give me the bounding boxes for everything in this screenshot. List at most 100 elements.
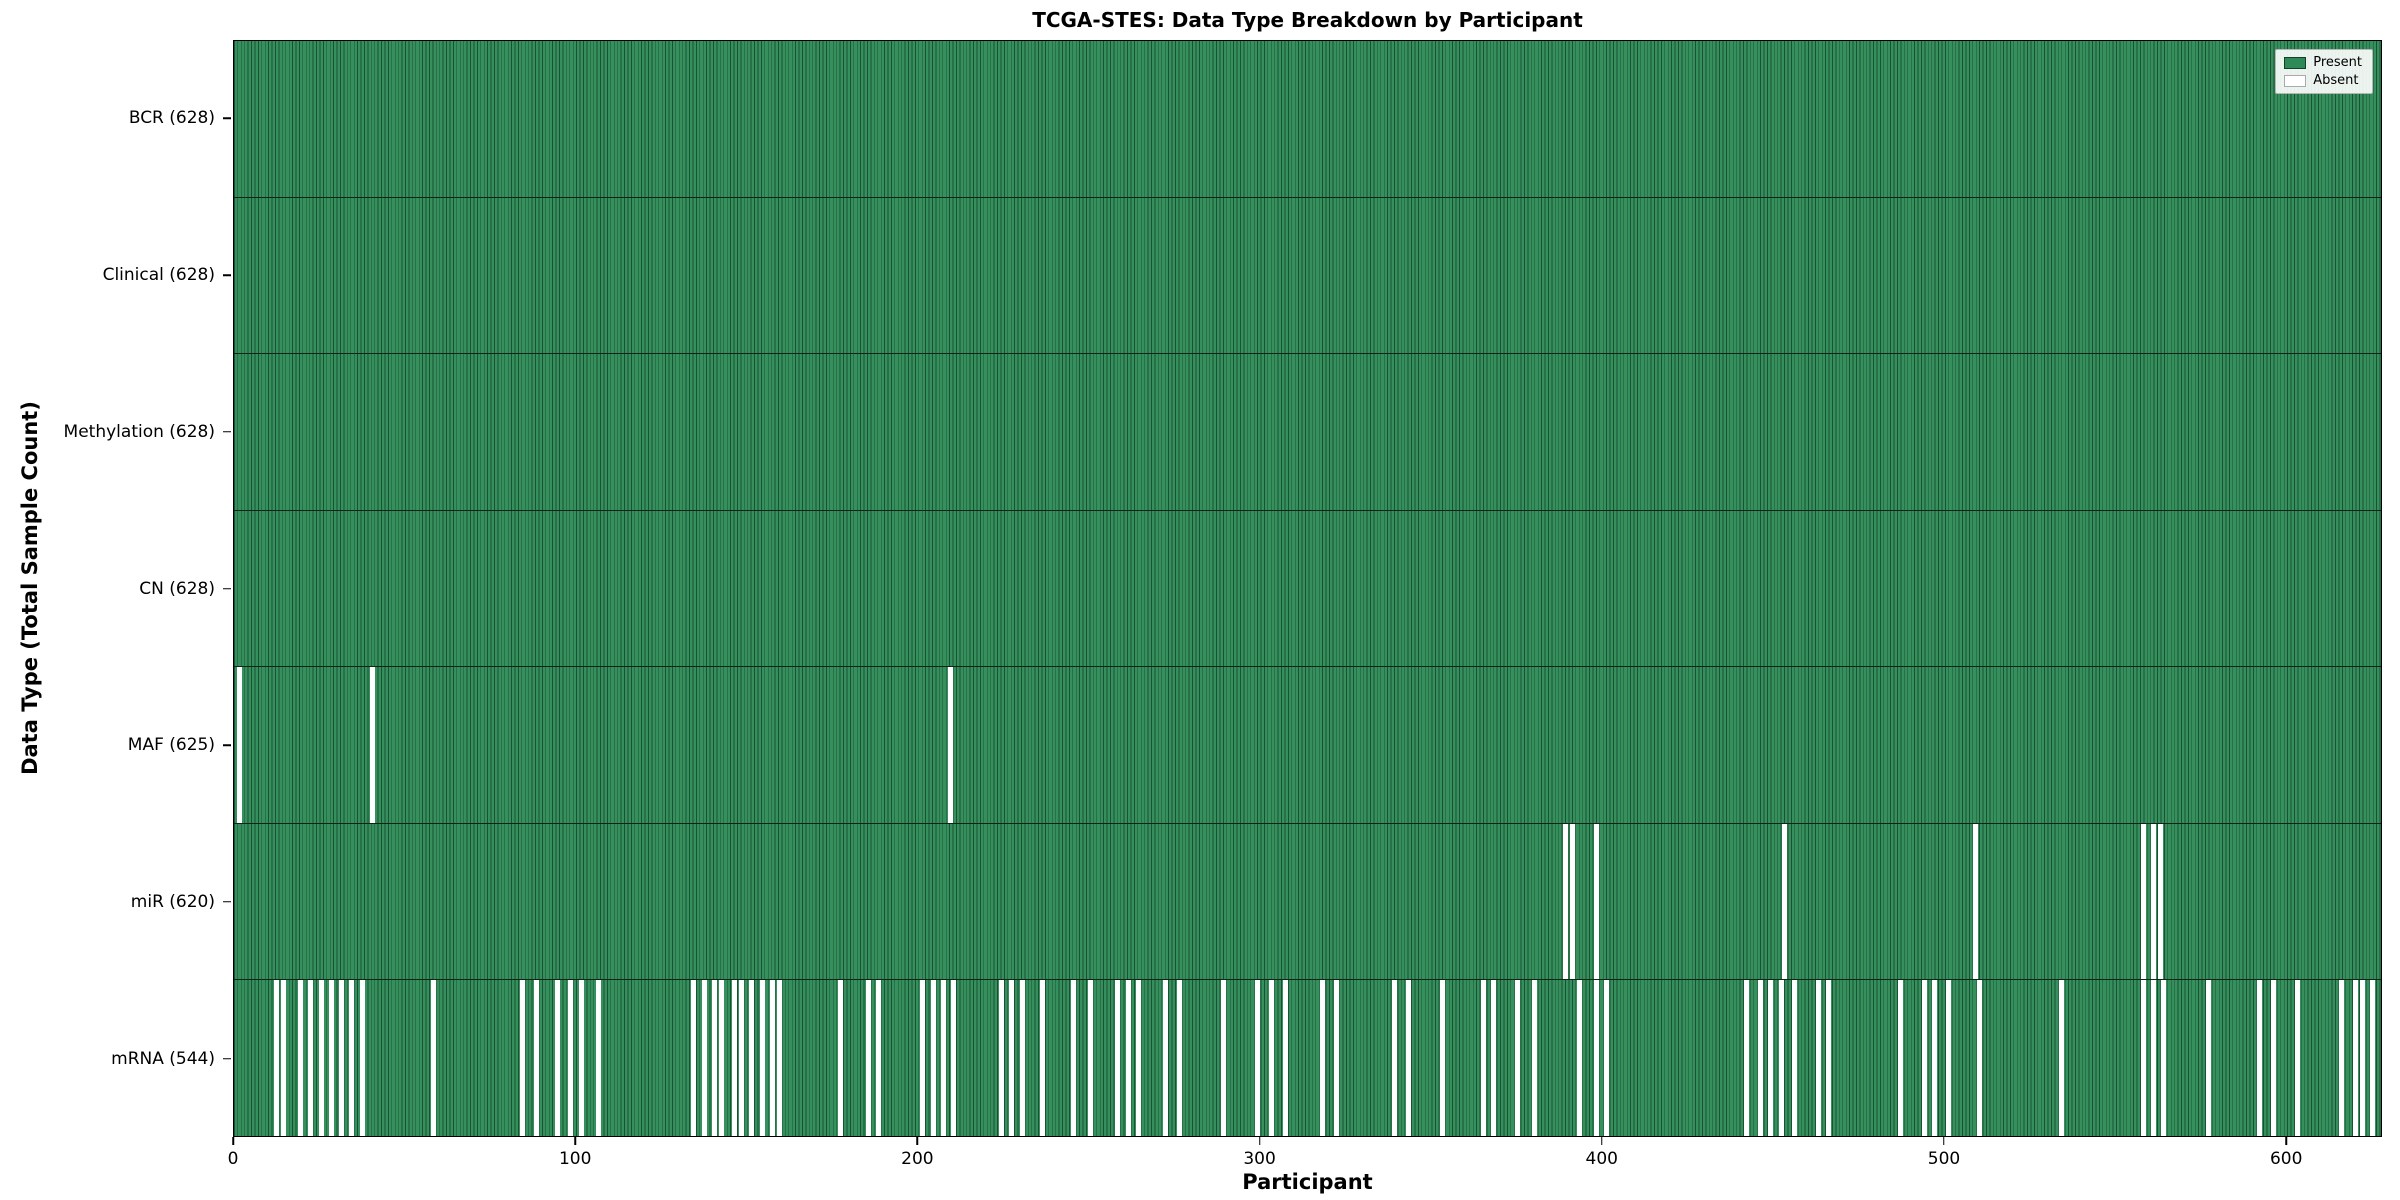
- absent-stripe: [578, 980, 584, 1137]
- absent-stripe: [1019, 980, 1025, 1137]
- absent-stripe: [711, 980, 717, 1137]
- xtick-mark: [232, 1137, 234, 1145]
- absent-stripe: [568, 980, 574, 1137]
- absent-stripe: [339, 980, 345, 1137]
- absent-stripe: [865, 980, 871, 1137]
- absent-stripe: [1922, 980, 1928, 1137]
- absent-swatch-icon: [2284, 74, 2307, 87]
- xtick-mark: [574, 1137, 576, 1145]
- data-row-Methylation: [234, 354, 2381, 511]
- absent-stripe: [1392, 980, 1398, 1137]
- y-axis-tick-labels: BCR (628) Clinical (628) Methylation (628)…: [0, 40, 233, 1137]
- absent-stripe: [1176, 980, 1182, 1137]
- absent-stripe: [1515, 980, 1521, 1137]
- ytick-mark: [223, 117, 231, 120]
- absent-stripe: [739, 980, 745, 1137]
- xtick-mark: [1943, 1137, 1945, 1145]
- absent-stripe: [999, 980, 1005, 1137]
- absent-stripe: [776, 980, 782, 1137]
- absent-stripe: [718, 980, 724, 1137]
- absent-stripe: [1269, 980, 1275, 1137]
- chart-title: TCGA-STES: Data Type Breakdown by Partic…: [1032, 8, 1583, 32]
- absent-stripe: [1604, 980, 1610, 1137]
- x-axis-label: Participant: [1242, 1170, 1373, 1194]
- xtick-label-300: 300: [1243, 1149, 1276, 1169]
- ytick-label-MAF: MAF (625): [127, 735, 215, 756]
- xtick-mark: [916, 1137, 919, 1145]
- absent-stripe: [1744, 980, 1750, 1137]
- absent-stripe: [1932, 980, 1938, 1137]
- absent-stripe: [1976, 980, 1982, 1137]
- absent-stripe: [2058, 980, 2064, 1137]
- absent-stripe: [2257, 980, 2263, 1137]
- ytick-label-mRNA: mRNA (544): [111, 1048, 215, 1069]
- absent-stripe: [930, 980, 936, 1137]
- absent-stripe: [281, 980, 287, 1137]
- absent-stripe: [951, 980, 957, 1137]
- absent-stripe: [2352, 980, 2358, 1137]
- absent-stripe: [947, 667, 953, 823]
- ytick-mark: [223, 1057, 231, 1060]
- data-row-mRNA: [234, 980, 2381, 1137]
- absent-stripe: [1334, 980, 1340, 1137]
- xtick-label-0: 0: [227, 1149, 239, 1169]
- absent-stripe: [236, 667, 242, 823]
- absent-stripe: [1792, 980, 1798, 1137]
- absent-stripe: [1563, 823, 1569, 980]
- absent-stripe: [1816, 980, 1822, 1137]
- absent-stripe: [1221, 980, 1227, 1137]
- absent-stripe: [1576, 980, 1582, 1137]
- absent-stripe: [2140, 980, 2146, 1137]
- xtick-label-600: 600: [2269, 1149, 2303, 1169]
- absent-stripe: [2270, 980, 2276, 1137]
- absent-stripe: [1481, 980, 1487, 1137]
- absent-stripe: [318, 980, 324, 1137]
- ytick-label-Clinical: Clinical (628): [102, 265, 215, 286]
- absent-stripe: [759, 980, 765, 1137]
- absent-stripe: [1826, 980, 1832, 1137]
- absent-stripe: [940, 980, 946, 1137]
- absent-stripe: [2294, 980, 2300, 1137]
- absent-stripe: [1757, 980, 1763, 1137]
- absent-stripe: [1163, 980, 1169, 1137]
- absent-stripe: [1009, 980, 1015, 1137]
- absent-stripe: [431, 980, 437, 1137]
- absent-stripe: [875, 980, 881, 1137]
- absent-stripe: [349, 980, 355, 1137]
- absent-stripe: [369, 667, 375, 823]
- absent-stripe: [274, 980, 280, 1137]
- absent-stripe: [534, 980, 540, 1137]
- absent-stripe: [1320, 980, 1326, 1137]
- absent-stripe: [2151, 823, 2157, 980]
- absent-stripe: [1898, 980, 1904, 1137]
- xtick-mark: [1601, 1137, 1603, 1145]
- absent-stripe: [1115, 980, 1121, 1137]
- absent-stripe: [838, 980, 844, 1137]
- absent-stripe: [1778, 980, 1784, 1137]
- plot-area: Present Absent: [233, 40, 2382, 1137]
- absent-stripe: [1946, 980, 1952, 1137]
- absent-stripe: [554, 980, 560, 1137]
- absent-stripe: [1255, 980, 1261, 1137]
- ytick-mark: [223, 901, 231, 903]
- absent-stripe: [701, 980, 707, 1137]
- absent-stripe: [1070, 980, 1076, 1137]
- absent-stripe: [308, 980, 314, 1137]
- ytick-label-CN: CN (628): [139, 578, 215, 599]
- ytick-mark: [223, 274, 231, 276]
- absent-stripe: [1781, 823, 1787, 980]
- absent-stripe: [1125, 980, 1131, 1137]
- ytick-label-Methylation: Methylation (628): [63, 421, 215, 442]
- absent-stripe: [2339, 980, 2345, 1137]
- legend-entry-absent: Absent: [2284, 74, 2362, 87]
- data-row-MAF: [234, 667, 2381, 824]
- absent-stripe: [1593, 980, 1599, 1137]
- absent-stripe: [298, 980, 304, 1137]
- absent-stripe: [520, 980, 526, 1137]
- ytick-label-miR: miR (620): [130, 891, 215, 912]
- absent-stripe: [1532, 980, 1538, 1137]
- absent-stripe: [1569, 823, 1575, 980]
- absent-stripe: [2205, 980, 2211, 1137]
- absent-stripe: [1973, 823, 1979, 980]
- xtick-label-100: 100: [558, 1149, 592, 1169]
